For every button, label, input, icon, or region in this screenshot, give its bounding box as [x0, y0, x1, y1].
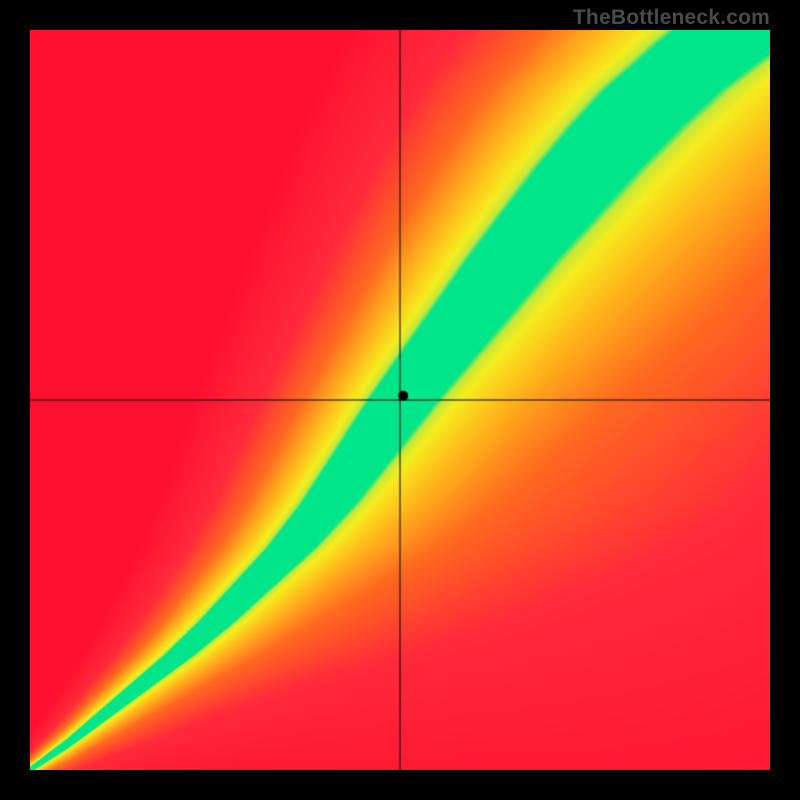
heatmap-canvas [30, 30, 770, 770]
watermark-text: TheBottleneck.com [573, 6, 770, 30]
chart-container: TheBottleneck.com [0, 0, 800, 800]
heatmap-plot [30, 30, 770, 770]
